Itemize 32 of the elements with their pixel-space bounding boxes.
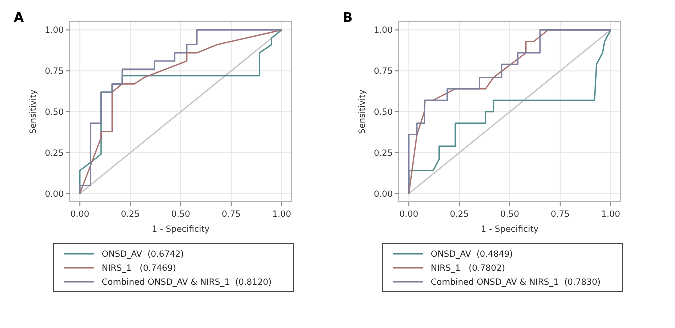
x-axis-title: 1 - Specificity: [152, 225, 210, 235]
legend-label: ONSD_AV (0.4849): [431, 250, 514, 260]
y-tick-label: 0.50: [374, 108, 393, 118]
legend-label: Combined ONSD_AV & NIRS_1 (0.8120): [102, 278, 272, 288]
x-tick-label: 1.00: [601, 210, 620, 220]
y-axis-title: Sensitivity: [29, 90, 39, 134]
x-tick-label: 0.25: [450, 210, 470, 220]
y-tick-label: 0.25: [45, 148, 64, 159]
y-axis-title: Sensitivity: [358, 90, 368, 134]
x-tick-label: 0.50: [500, 210, 520, 220]
x-tick-label: 0.25: [121, 210, 140, 220]
x-tick-label: 0.00: [70, 210, 90, 220]
x-tick-label: 0.00: [400, 210, 419, 220]
y-tick-label: 0.75: [45, 67, 64, 78]
y-tick-label: 0.00: [374, 190, 393, 200]
legend-label: ONSD_AV (0.6742): [102, 250, 184, 260]
y-tick-label: 1.00: [45, 26, 64, 36]
legend-label: NIRS_1 (0.7802): [431, 264, 506, 274]
y-tick-label: 0.75: [374, 67, 393, 78]
x-tick-label: 1.00: [272, 210, 292, 220]
y-tick-label: 0.25: [374, 148, 393, 159]
x-tick-label: 0.75: [222, 210, 241, 220]
legend-label: NIRS_1 (0.7469): [102, 264, 176, 274]
x-tick-label: 0.75: [550, 210, 570, 220]
y-tick-label: 0.00: [45, 190, 64, 200]
chart-title: A: [14, 11, 24, 26]
y-tick-label: 1.00: [374, 26, 393, 36]
legend-label: Combined ONSD_AV & NIRS_1 (0.7830): [431, 278, 601, 288]
chart-title: B: [343, 11, 353, 26]
x-tick-label: 0.50: [172, 210, 190, 220]
y-tick-label: 0.50: [45, 108, 64, 118]
x-axis-title: 1 - Specificity: [481, 225, 539, 235]
